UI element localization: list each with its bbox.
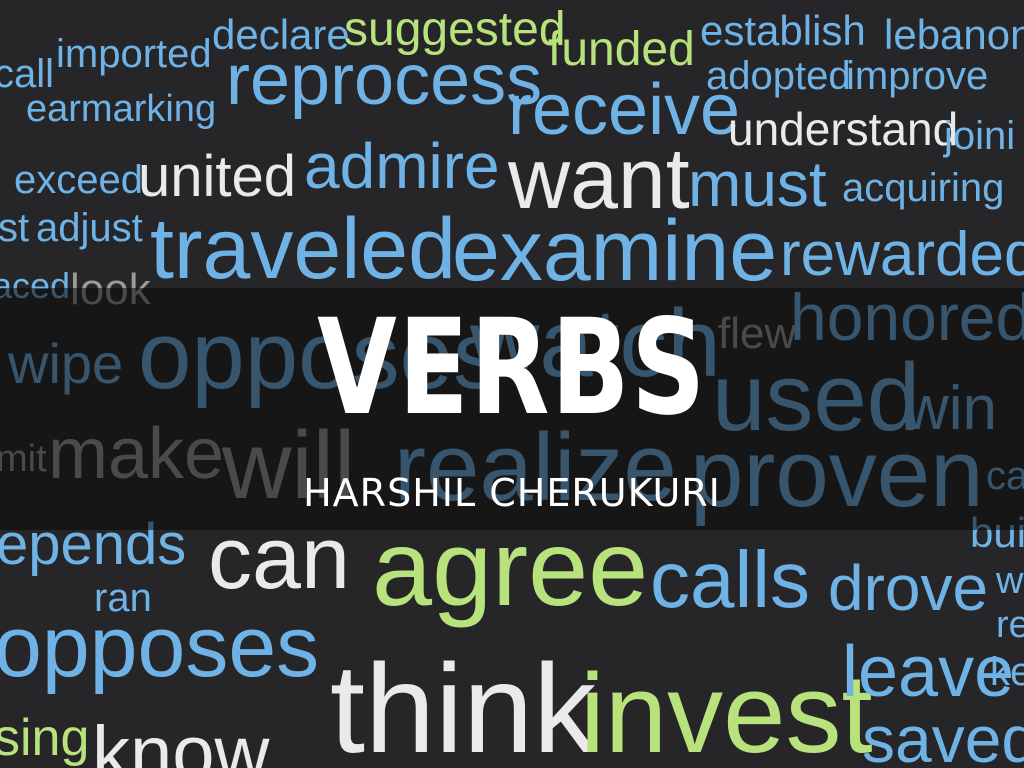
cloud-word: earmarking xyxy=(26,88,217,130)
cloud-word: st xyxy=(0,206,30,250)
cloud-word: imported xyxy=(56,32,212,76)
cloud-word: ran xyxy=(94,576,152,620)
cloud-word: leave xyxy=(842,632,1015,712)
cloud-word: understand xyxy=(728,103,959,155)
title-banner xyxy=(0,288,1024,530)
cloud-word: receive xyxy=(508,70,741,150)
cloud-word: know xyxy=(92,711,270,768)
cloud-word: declare xyxy=(212,11,350,58)
cloud-word: calls xyxy=(650,535,811,624)
slide-title: VERBS xyxy=(317,291,707,445)
cloud-word: improve xyxy=(846,54,989,98)
cloud-word: adopted xyxy=(706,54,851,98)
cloud-word: reprocess xyxy=(226,40,543,120)
cloud-word: must xyxy=(688,148,827,220)
cloud-word: examine xyxy=(452,203,778,299)
cloud-word: traveled xyxy=(150,201,456,297)
cloud-word: sing xyxy=(0,709,90,767)
cloud-word: invest xyxy=(580,651,873,768)
cloud-word: agree xyxy=(372,507,649,628)
cloud-word: re xyxy=(996,604,1024,646)
cloud-word: rewarded xyxy=(780,220,1024,289)
cloud-word: exceed xyxy=(14,158,143,202)
cloud-word: w xyxy=(996,560,1024,602)
cloud-word: suggested xyxy=(344,3,566,56)
cloud-word: opposes xyxy=(0,599,320,695)
cloud-word: think xyxy=(330,638,597,768)
author-name: HARSHIL CHERUKURI xyxy=(303,471,721,515)
cloud-word: acquiring xyxy=(842,166,1005,210)
cloud-word: adjust xyxy=(36,206,143,250)
cloud-word: lebanon xyxy=(884,11,1024,58)
cloud-word: funded xyxy=(548,23,695,76)
cloud-word: drove xyxy=(828,552,989,624)
cloud-word: call xyxy=(0,52,55,96)
cloud-word: united xyxy=(138,144,297,209)
cloud-word: want xyxy=(508,131,690,227)
cloud-word: admire xyxy=(304,130,500,202)
cloud-word: saved xyxy=(862,702,1024,768)
cloud-word: establish xyxy=(700,7,866,54)
cloud-word: joini xyxy=(944,114,1016,158)
cloud-word: ke xyxy=(990,650,1024,694)
